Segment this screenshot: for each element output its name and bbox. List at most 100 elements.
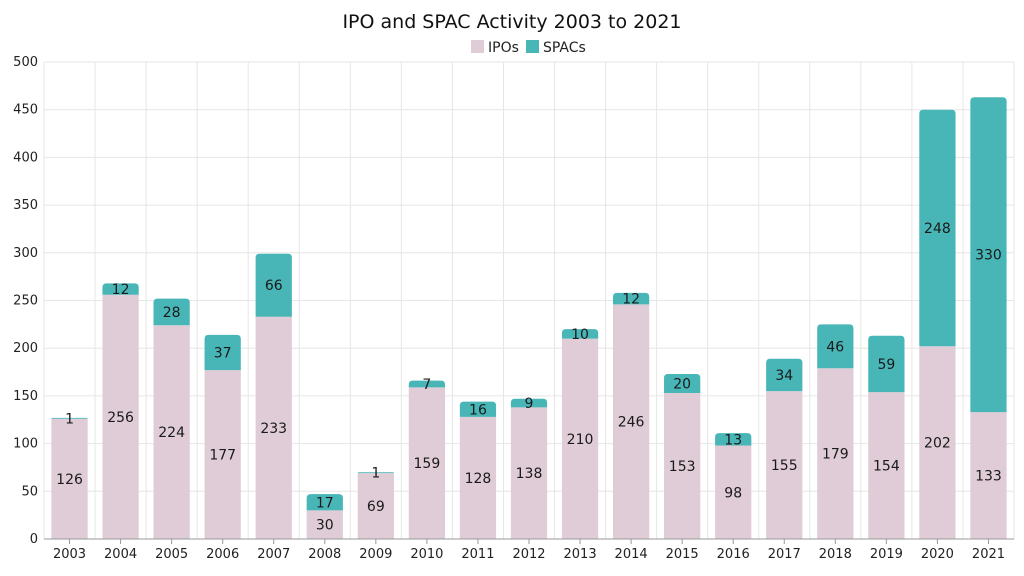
x-tick-label: 2004 bbox=[104, 547, 137, 562]
x-tick-label: 2019 bbox=[870, 547, 903, 562]
bar-segment-ipos-2019 bbox=[868, 392, 905, 539]
gridlines bbox=[43, 61, 1015, 539]
x-tick-label: 2021 bbox=[972, 547, 1005, 562]
bar-segment-ipos-2018 bbox=[817, 368, 854, 539]
data-label-spacs-2008: 17 bbox=[316, 495, 334, 511]
legend-label-ipos: IPOs bbox=[488, 40, 519, 56]
y-tick-label: 50 bbox=[21, 484, 38, 499]
y-tick-label: 150 bbox=[13, 389, 38, 404]
bar-segment-spacs-2016 bbox=[715, 433, 752, 446]
y-tick-label: 450 bbox=[13, 103, 38, 118]
bar-segment-ipos-2003 bbox=[51, 418, 88, 539]
data-label-ipos-2004: 256 bbox=[107, 410, 134, 426]
bar-segment-spacs-2011 bbox=[459, 401, 497, 417]
bar-segment-spacs-2010 bbox=[408, 380, 446, 388]
x-tick-label: 2012 bbox=[512, 547, 545, 562]
bar-segment-spacs-2008 bbox=[306, 494, 343, 511]
data-label-spacs-2014: 12 bbox=[622, 292, 640, 308]
data-label-spacs-2015: 20 bbox=[673, 376, 691, 392]
x-tick-label: 2006 bbox=[206, 547, 239, 562]
data-label-ipos-2021: 133 bbox=[975, 469, 1002, 485]
data-label-ipos-2014: 246 bbox=[618, 415, 645, 431]
bar-segment-ipos-2007 bbox=[255, 316, 292, 539]
data-label-ipos-2010: 159 bbox=[414, 456, 441, 472]
legend-label-spacs: SPACs bbox=[543, 40, 586, 56]
data-label-ipos-2016: 98 bbox=[724, 485, 742, 501]
bar-segment-ipos-2020 bbox=[919, 346, 956, 539]
data-label-spacs-2009: 1 bbox=[371, 466, 380, 482]
y-tick-label: 350 bbox=[13, 198, 38, 213]
x-tick-label: 2016 bbox=[717, 547, 750, 562]
x-axis: 2003 2004 2005 2006 2007 2008 2009 2010 2011 2012… bbox=[44, 538, 1014, 562]
bar-segment-spacs-2004 bbox=[102, 283, 139, 295]
data-label-spacs-2019: 59 bbox=[877, 357, 895, 373]
data-label-ipos-2007: 233 bbox=[260, 421, 287, 437]
bar-segment-spacs-2015 bbox=[664, 373, 701, 394]
data-label-spacs-2003: 1 bbox=[65, 411, 74, 427]
data-label-spacs-2006: 37 bbox=[214, 345, 232, 361]
x-tick-label: 2011 bbox=[461, 547, 494, 562]
x-tick-label: 2015 bbox=[666, 547, 699, 562]
data-label-ipos-2012: 138 bbox=[516, 466, 543, 482]
bar-segment-ipos-2004 bbox=[102, 294, 139, 539]
data-label-spacs-2010: 7 bbox=[422, 377, 431, 393]
data-label-ipos-2009: 69 bbox=[367, 499, 385, 515]
bar-segment-spacs-2009 bbox=[357, 472, 394, 474]
bar-segment-ipos-2012 bbox=[510, 407, 548, 539]
bar-segment-spacs-2003 bbox=[51, 417, 88, 419]
chart-title: IPO and SPAC Activity 2003 to 2021 bbox=[342, 11, 681, 33]
bar-segment-spacs-2013 bbox=[561, 329, 599, 339]
y-tick-label: 0 bbox=[30, 532, 38, 547]
data-label-ipos-2008: 30 bbox=[316, 518, 334, 534]
x-tick-label: 2017 bbox=[768, 547, 801, 562]
data-label-spacs-2017: 34 bbox=[775, 368, 793, 384]
data-label-spacs-2016: 13 bbox=[724, 432, 742, 448]
bar-segment-ipos-2015 bbox=[664, 393, 701, 539]
legend: IPOs SPACs bbox=[471, 40, 586, 56]
bar-segment-ipos-2016 bbox=[715, 445, 752, 539]
bar-segment-ipos-2013 bbox=[561, 338, 599, 539]
data-label-ipos-2006: 177 bbox=[209, 448, 236, 464]
data-label-ipos-2020: 202 bbox=[924, 436, 951, 452]
bar-segment-ipos-2006 bbox=[204, 370, 241, 539]
data-label-spacs-2013: 10 bbox=[571, 327, 589, 343]
x-tick-label: 2020 bbox=[921, 547, 954, 562]
data-label-spacs-2011: 16 bbox=[469, 402, 487, 418]
y-tick-label: 400 bbox=[13, 150, 38, 165]
data-label-spacs-2005: 28 bbox=[163, 305, 181, 321]
bar-segment-ipos-2008 bbox=[306, 510, 343, 539]
y-axis: 0 50 100 150 200 250 300 350 400 450 500 bbox=[13, 55, 38, 547]
bar-segment-spacs-2006 bbox=[204, 334, 241, 371]
bar-segment-spacs-2012 bbox=[510, 398, 548, 408]
data-label-spacs-2021: 330 bbox=[975, 248, 1002, 264]
data-label-ipos-2018: 179 bbox=[822, 447, 849, 463]
data-label-ipos-2003: 126 bbox=[56, 472, 83, 488]
bar-segment-spacs-2014 bbox=[612, 292, 650, 305]
bar-segment-spacs-2021 bbox=[970, 97, 1007, 413]
bar-segment-spacs-2020 bbox=[919, 109, 956, 347]
y-tick-label: 100 bbox=[13, 437, 38, 452]
bar-segment-ipos-2005 bbox=[153, 325, 190, 539]
bars: 126 1 256 12 224 28 177 37 233 66 30 17 69 1 159 7 128 16… bbox=[51, 97, 1007, 539]
x-tick-label: 2010 bbox=[410, 547, 443, 562]
bar-segment-spacs-2007 bbox=[255, 253, 292, 317]
x-tick-label: 2005 bbox=[155, 547, 188, 562]
y-tick-label: 500 bbox=[13, 55, 38, 70]
data-label-ipos-2005: 224 bbox=[158, 425, 185, 441]
y-tick-label: 300 bbox=[13, 246, 38, 261]
data-label-ipos-2013: 210 bbox=[567, 432, 594, 448]
x-tick-label: 2008 bbox=[308, 547, 341, 562]
bar-segment-spacs-2017 bbox=[766, 358, 803, 392]
legend-swatch-ipos bbox=[471, 40, 484, 53]
bar-segment-spacs-2018 bbox=[817, 324, 854, 369]
bar-segment-spacs-2019 bbox=[868, 335, 905, 393]
x-tick-label: 2007 bbox=[257, 547, 290, 562]
bar-segment-ipos-2009 bbox=[357, 473, 394, 539]
data-label-spacs-2020: 248 bbox=[924, 221, 951, 237]
bar-segment-spacs-2005 bbox=[153, 298, 190, 326]
bar-segment-ipos-2021 bbox=[970, 412, 1007, 539]
data-label-ipos-2015: 153 bbox=[669, 459, 696, 475]
data-label-ipos-2011: 128 bbox=[465, 471, 492, 487]
y-tick-label: 250 bbox=[13, 294, 38, 309]
